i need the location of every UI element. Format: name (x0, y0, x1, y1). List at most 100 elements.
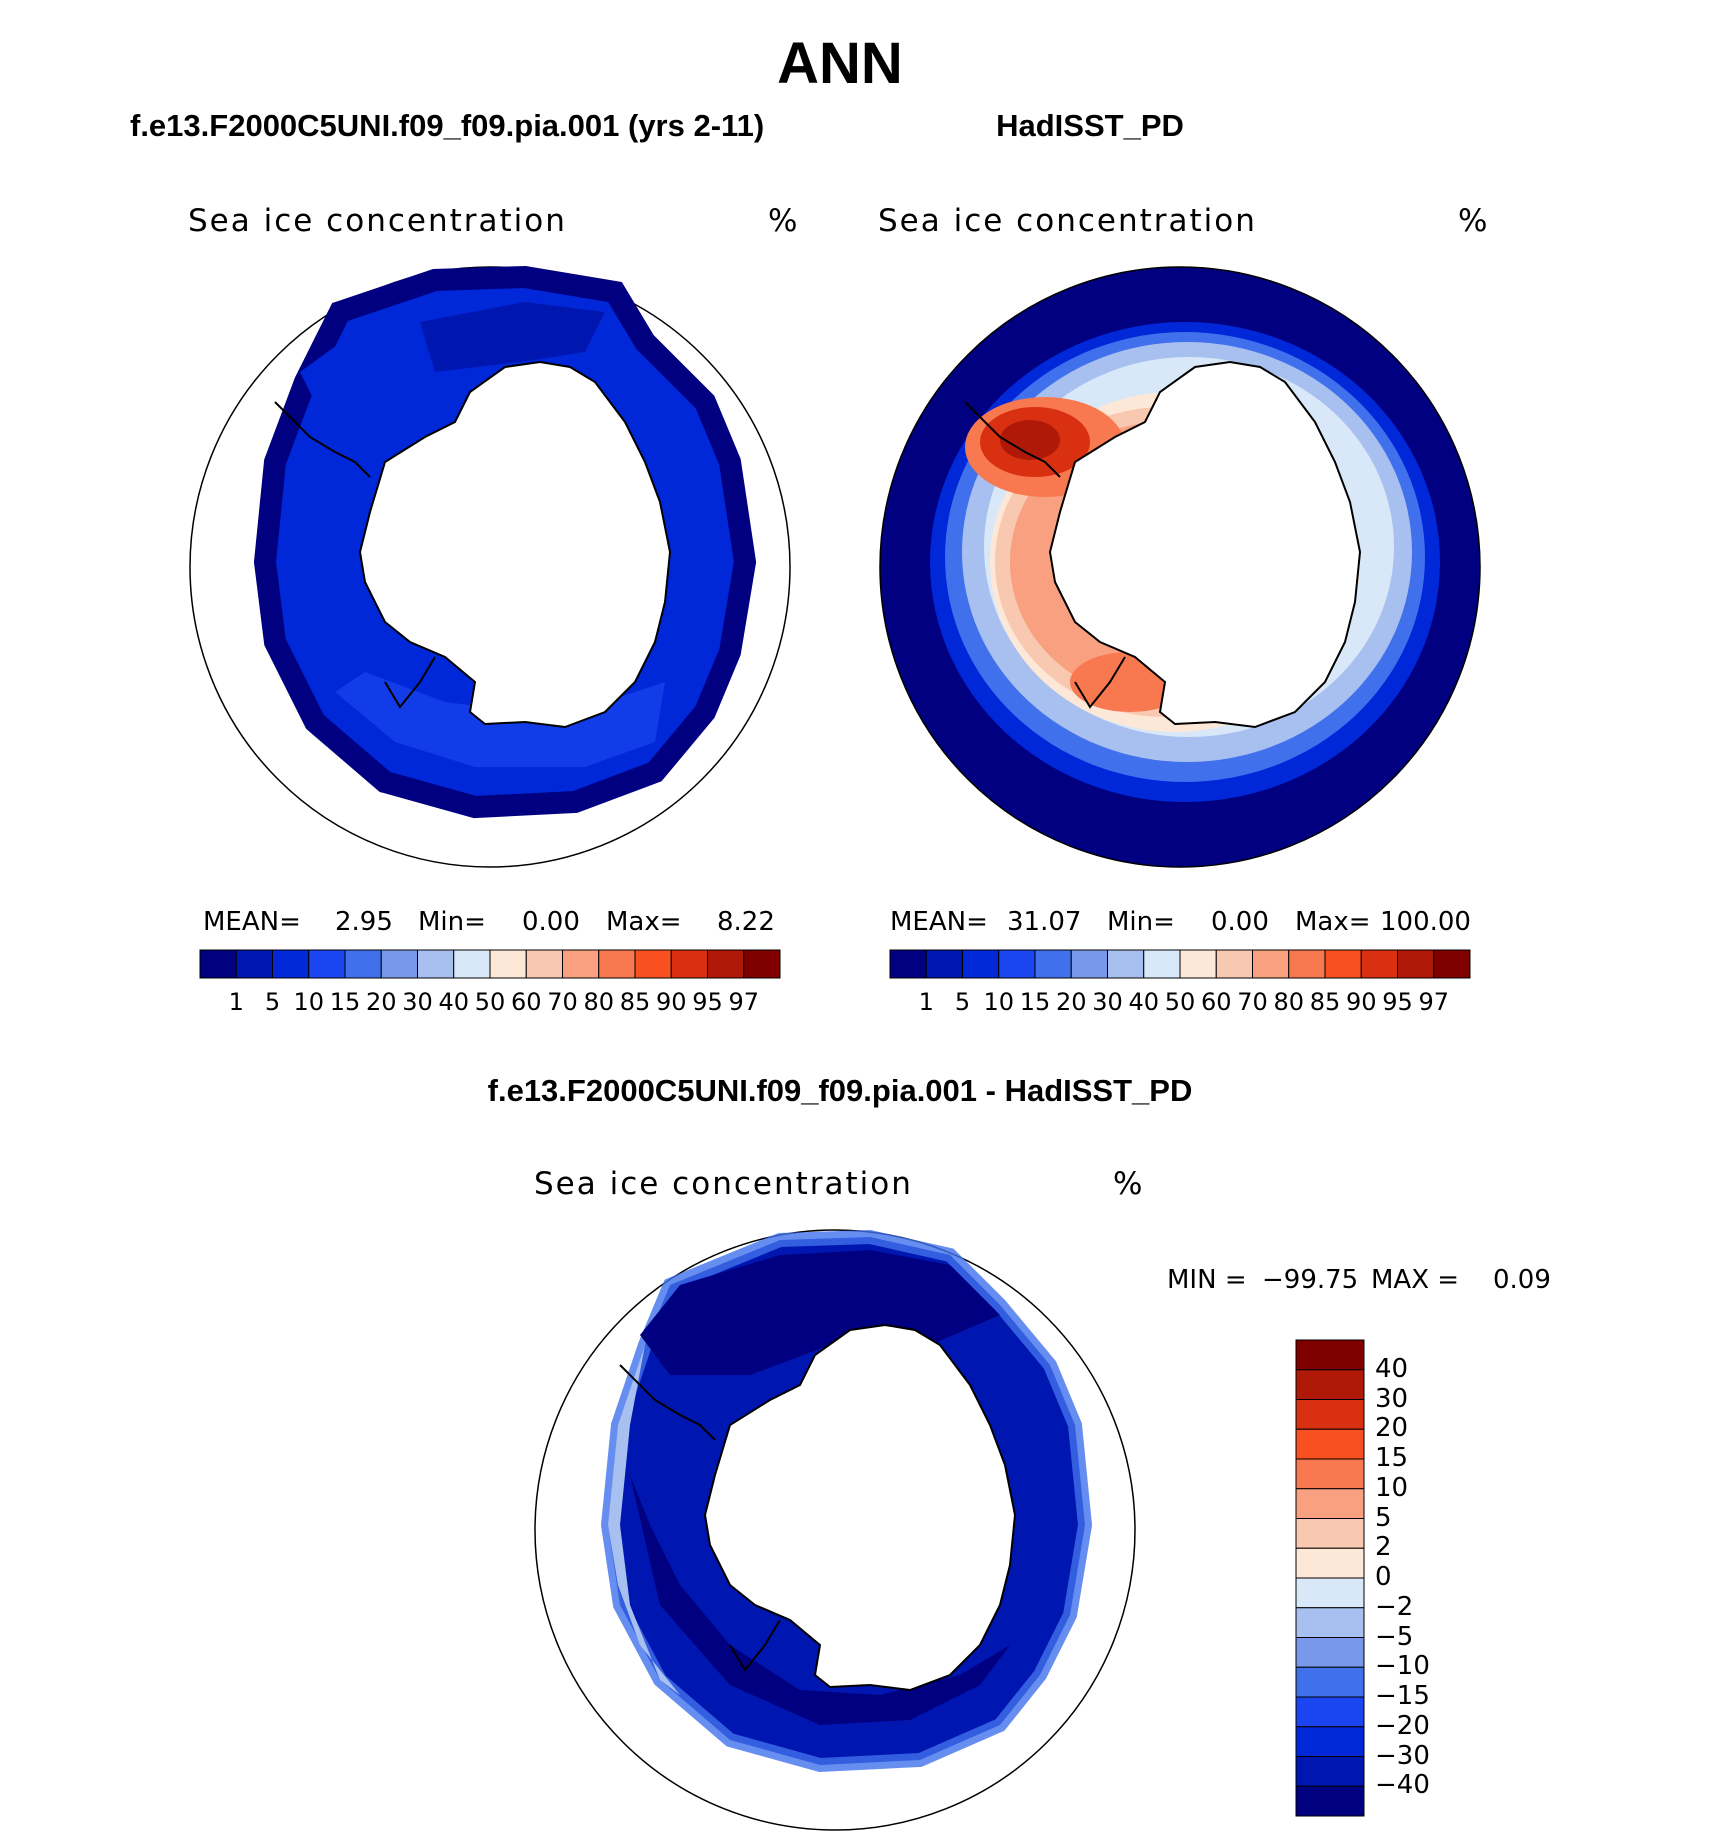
panel-1-colorbar-tick-label: 60 (510, 988, 542, 1016)
diff-colorbar-cell (1295, 1547, 1365, 1579)
panel-2-colorbar-tick-label: 80 (1273, 988, 1305, 1016)
diff-colorbar-tick-label: 2 (1375, 1532, 1392, 1563)
panel-1-mean-value: 2.95 (335, 907, 393, 937)
diff-colorbar-tick-label: 40 (1375, 1353, 1409, 1384)
panel-1-colorbar-tick-label: 1 (228, 988, 244, 1016)
panel-2-colorbar-cell (889, 949, 927, 979)
panel-2-max-value: 100.00 (1380, 907, 1471, 937)
panel-2-max-label: Max= (1295, 907, 1371, 937)
panel-2-colorbar-tick-label: 97 (1418, 988, 1450, 1016)
diff-colorbar-cell (1295, 1458, 1365, 1490)
panel-2-colorbar-cell (1143, 949, 1181, 979)
panel-1-max-label: Max= (606, 907, 682, 937)
panel-1-unit-label: % (768, 203, 798, 239)
panel-2-colorbar-cell (1070, 949, 1108, 979)
diff-colorbar-tick-label: −15 (1375, 1681, 1430, 1711)
diff-colorbar-cell (1295, 1428, 1365, 1460)
diff-colorbar-cell (1295, 1488, 1365, 1519)
panel-1-colorbar-cell (344, 949, 382, 979)
panel-1-colorbar-cell (598, 949, 636, 979)
diff-colorbar-tick-label: −2 (1375, 1591, 1414, 1622)
panel-1-colorbar-cell (417, 949, 455, 979)
panel-1-colorbar-cell (489, 949, 527, 979)
panel-2-colorbar-cell (1397, 949, 1435, 979)
panel-2-colorbar-cell (998, 949, 1036, 979)
panel-2-min-value: 0.00 (1211, 907, 1269, 937)
diff-max-value: 0.09 (1493, 1265, 1551, 1295)
panel-1-min-value: 0.00 (522, 907, 580, 937)
panel-1-colorbar (199, 949, 781, 979)
diff-map (534, 1229, 1136, 1831)
diff-min-value: −99.75 (1262, 1265, 1359, 1295)
diff-colorbar-tick-label: 10 (1375, 1472, 1409, 1503)
panel-2-colorbar-tick-label: 20 (1055, 988, 1087, 1016)
panel-1-colorbar-tick-label: 90 (655, 988, 687, 1016)
panel-2-colorbar-tick-label: 95 (1382, 988, 1413, 1016)
diff-colorbar-cell (1295, 1726, 1365, 1757)
panel-2-colorbar-tick-label: 15 (1019, 988, 1051, 1016)
panel-1-colorbar-tick-label: 20 (365, 988, 397, 1016)
panel-1-colorbar-cell (380, 949, 418, 979)
panel-2-map (879, 266, 1481, 868)
panel-1-variable-label: Sea ice concentration (188, 203, 567, 239)
panel-1-colorbar-cell (308, 949, 346, 979)
panel-1-colorbar-cell (634, 949, 672, 979)
panel-2-colorbar-cell (1179, 949, 1217, 979)
diff-unit-label: % (1113, 1166, 1143, 1202)
panel-2-colorbar-cell (1107, 949, 1145, 979)
panel-1-min-label: Min= (418, 907, 486, 937)
panel-2-colorbar (889, 949, 1471, 979)
panel-1-colorbar-cell (235, 949, 273, 979)
diff-colorbar-cell (1295, 1637, 1365, 1668)
diff-colorbar-tick-label: 30 (1375, 1383, 1409, 1414)
panel-1-colorbar-tick-label: 40 (438, 988, 470, 1016)
diff-colorbar-cell (1295, 1666, 1365, 1698)
diff-colorbar-tick-label: −10 (1375, 1651, 1430, 1682)
panel-2-colorbar-cell (1360, 949, 1398, 979)
diff-colorbar-tick-label: −20 (1375, 1710, 1430, 1741)
panel-2-mean-value: 31.07 (1007, 907, 1082, 937)
diff-colorbar-cell (1295, 1756, 1365, 1787)
diff-colorbar (1295, 1339, 1365, 1817)
panel-2-colorbar-tick-label: 50 (1164, 988, 1196, 1016)
panel-2-colorbar-cell (1433, 949, 1471, 979)
panel-2-mean-label: MEAN= (890, 907, 988, 937)
panel-1-colorbar-tick-label: 30 (402, 988, 433, 1016)
panel-1-colorbar-tick-label: 10 (293, 988, 325, 1016)
panel-1-map (189, 265, 791, 868)
panel-2-unit-label: % (1458, 203, 1488, 239)
diff-min-label: MIN = (1167, 1265, 1247, 1295)
diff-colorbar-cell (1295, 1785, 1365, 1817)
diff-variable-label: Sea ice concentration (534, 1166, 913, 1202)
panel-2-colorbar-cell (1215, 949, 1253, 979)
panel-1-title: f.e13.F2000C5UNI.f09_f09.pia.001 (yrs 2-… (130, 108, 765, 143)
diff-colorbar-tick-label: 0 (1375, 1562, 1392, 1592)
panel-2-colorbar-tick-label: 90 (1345, 988, 1377, 1016)
panel-2-colorbar-tick-label: 60 (1200, 988, 1232, 1016)
panel-1-colorbar-tick-label: 70 (547, 988, 578, 1016)
panel-1-colorbar-cell (670, 949, 708, 979)
panel-1-max-value: 8.22 (717, 907, 775, 937)
panel-1-colorbar-tick-label: 85 (619, 988, 651, 1016)
diff-colorbar-cell (1295, 1399, 1365, 1430)
diff-colorbar-cell (1295, 1518, 1365, 1549)
panel-1-colorbar-tick-label: 80 (583, 988, 615, 1016)
panel-2-colorbar-tick-label: 85 (1309, 988, 1341, 1016)
panel-1-colorbar-cell (453, 949, 491, 979)
panel-2-colorbar-tick-label: 40 (1128, 988, 1160, 1016)
panel-2-colorbar-tick-label: 5 (954, 988, 971, 1016)
diff-colorbar-tick-label: 5 (1375, 1502, 1392, 1533)
diff-panel-title: f.e13.F2000C5UNI.f09_f09.pia.001 - HadIS… (487, 1073, 1193, 1108)
panel-2-colorbar-tick-label: 70 (1237, 988, 1268, 1016)
panel-2-title: HadISST_PD (996, 108, 1184, 143)
panel-1-colorbar-tick-label: 50 (474, 988, 506, 1016)
panel-2-colorbar-cell (962, 949, 1000, 979)
figure-title: ANN (777, 31, 903, 96)
diff-colorbar-tick-label: −40 (1375, 1770, 1430, 1801)
diff-colorbar-cell (1295, 1696, 1365, 1728)
diff-colorbar-tick-label: 20 (1375, 1413, 1409, 1444)
panel-1-colorbar-cell (562, 949, 600, 979)
diff-colorbar-cell (1295, 1369, 1365, 1400)
panel-1-colorbar-cell (199, 949, 237, 979)
panel-1-colorbar-tick-label: 95 (692, 988, 723, 1016)
